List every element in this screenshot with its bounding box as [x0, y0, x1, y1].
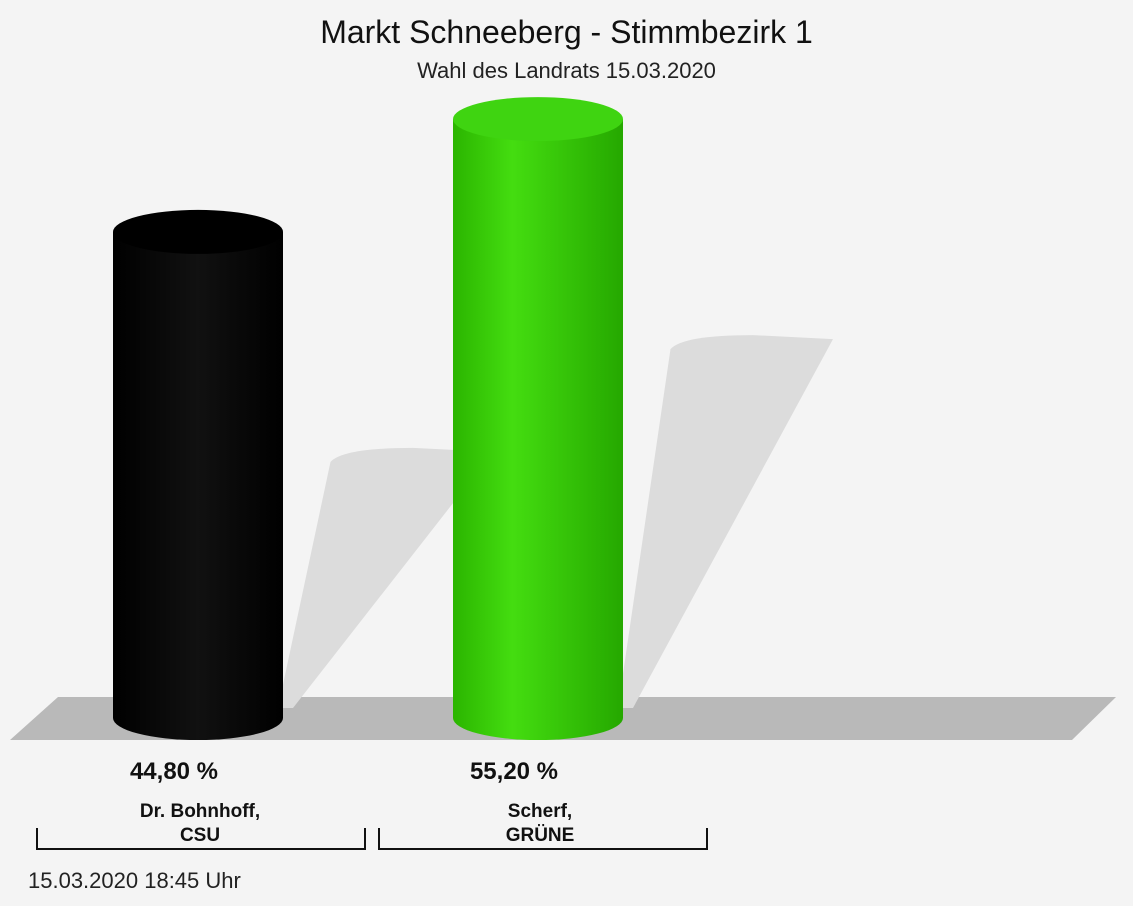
category-bracket-csu — [36, 828, 366, 850]
candidate-name-gruene: Scherf, — [507, 801, 573, 822]
bar-gruene — [453, 119, 623, 740]
candidate-name-csu: Dr. Bohnhoff, — [139, 801, 261, 822]
chart-subtitle: Wahl des Landrats 15.03.2020 — [417, 58, 716, 83]
category-label-csu: Dr. Bohnhoff, CSU — [50, 800, 350, 848]
bar-top-csu — [113, 209, 283, 254]
bar-shadow-csu — [278, 447, 493, 708]
party-name-gruene: GRÜNE — [505, 825, 575, 846]
timestamp: 15.03.2020 18:45 Uhr — [28, 868, 241, 893]
bar-value-label-csu: 44,80 % — [129, 758, 219, 785]
bar-csu — [113, 231, 283, 741]
chart-title: Markt Schneeberg - Stimmbezirk 1 — [320, 14, 813, 50]
bar-shadow-gruene — [618, 335, 833, 708]
bar-top-gruene — [453, 97, 623, 142]
bar-value-label-gruene: 55,20 % — [469, 758, 559, 785]
category-label-gruene: Scherf, GRÜNE — [390, 800, 690, 848]
category-bracket-gruene — [378, 828, 708, 850]
party-name-csu: CSU — [179, 825, 221, 846]
